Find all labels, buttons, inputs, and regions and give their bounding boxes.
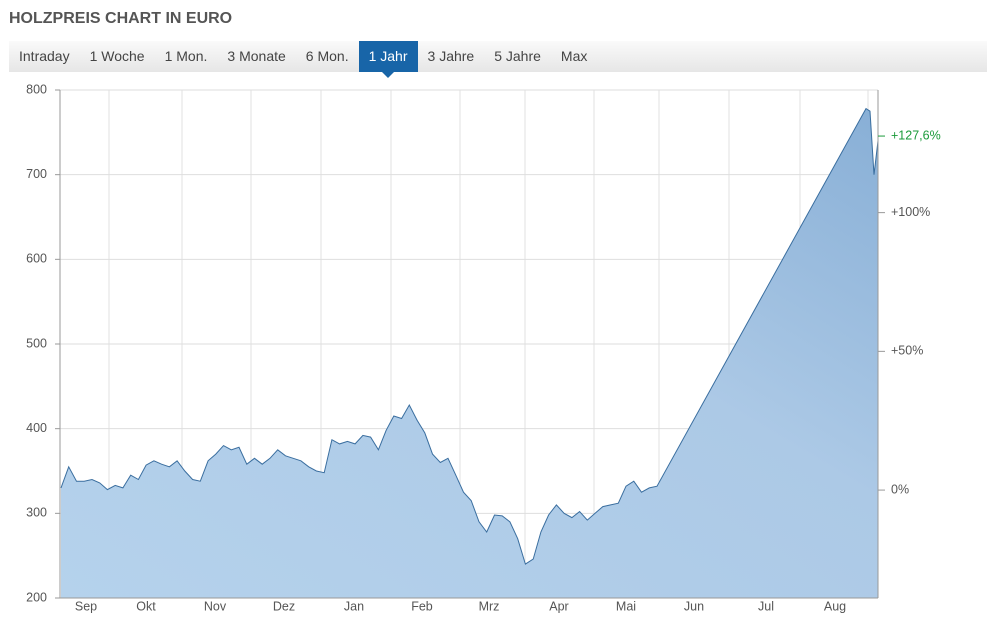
y2-tick-label: +50% <box>891 344 923 358</box>
x-tick-label: Mai <box>616 599 636 613</box>
x-tick-label: Sep <box>75 599 97 613</box>
y2-tick-label: +100% <box>891 205 930 219</box>
tab[interactable]: Intraday <box>19 48 70 64</box>
y2-tick-label: 0% <box>891 482 909 496</box>
line <box>60 107 879 565</box>
x-tick-label: Dez <box>273 599 295 613</box>
y-tick-label: 500 <box>26 336 47 350</box>
tab[interactable]: 3 Monate <box>227 48 286 64</box>
annotation: +127,6% <box>891 128 941 142</box>
x-tick-label: Feb <box>411 599 433 613</box>
tab[interactable]: 1 Jahr <box>358 41 418 78</box>
area <box>61 108 878 598</box>
y-tick-label: 200 <box>26 590 47 604</box>
tab[interactable]: 6 Mon. <box>305 48 349 64</box>
x-tick-label: Nov <box>204 599 227 613</box>
y-tick-label: 600 <box>26 252 47 266</box>
tab[interactable]: 3 Jahre <box>427 48 475 64</box>
y-tick-label: 800 <box>26 82 47 96</box>
y-tick-label: 300 <box>26 506 47 520</box>
tab[interactable]: 1 Woche <box>89 48 145 64</box>
x-tick-label: Jun <box>684 599 704 613</box>
x-tick-label: Okt <box>136 599 156 613</box>
tab-bar: Intraday 1 Woche 1 Mon. 3 Monate 6 Mon. 1 Jah… <box>9 41 987 78</box>
tab[interactable]: Max <box>560 48 588 64</box>
x-tick-label: Aug <box>824 599 846 613</box>
tab[interactable]: 5 Jahre <box>494 48 541 64</box>
x-tick-label: Mrz <box>479 599 500 613</box>
x-tick-label: Jul <box>758 599 774 613</box>
chart-title: HOLZPREIS CHART IN EURO <box>9 10 233 27</box>
tab[interactable]: 1 Mon. <box>164 48 208 64</box>
y-tick-label: 700 <box>26 167 47 181</box>
y-tick-label: 400 <box>26 421 47 435</box>
x-tick-label: Jan <box>344 599 364 613</box>
x-tick-label: Apr <box>549 599 568 613</box>
